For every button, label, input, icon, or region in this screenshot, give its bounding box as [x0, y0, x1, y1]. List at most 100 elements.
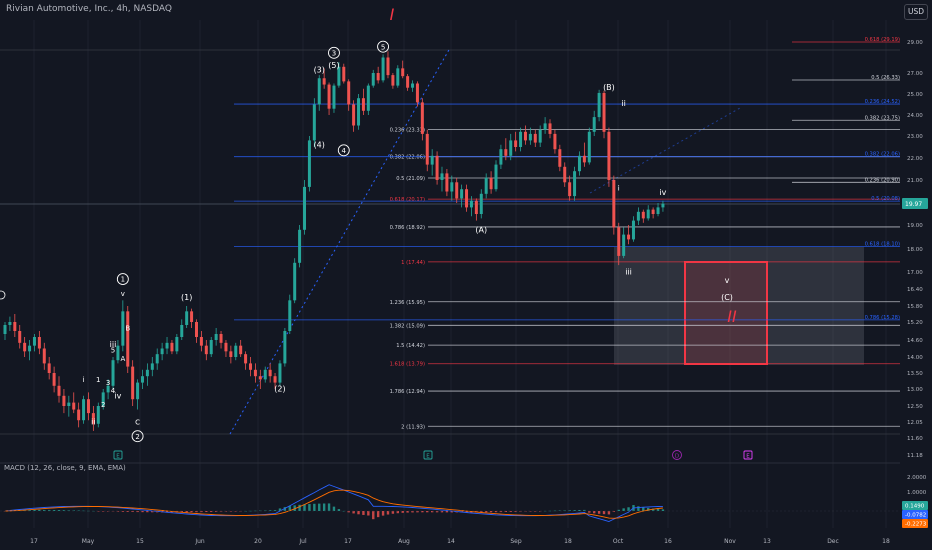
macd-histogram-bar	[342, 510, 345, 512]
candle-body	[494, 164, 498, 190]
currency-button[interactable]: USD	[904, 4, 928, 20]
candle-body	[273, 376, 277, 383]
macd-histogram-bar	[381, 511, 385, 516]
candle-body	[504, 149, 508, 156]
price-tick-label: 27.00	[907, 71, 923, 77]
macd-histogram-bar	[563, 510, 566, 511]
macd-histogram-bar	[401, 511, 404, 513]
macd-indicator-label[interactable]: MACD (12, 26, close, 9, EMA, EMA)	[4, 464, 126, 472]
wave-label: 4	[342, 147, 347, 155]
candle-body	[646, 209, 650, 219]
candle-body	[101, 392, 105, 406]
macd-histogram-bar	[278, 508, 282, 511]
candle-body	[415, 83, 419, 103]
macd-histogram-bar	[391, 511, 395, 514]
macd-histogram-bar	[57, 510, 61, 511]
macd-histogram-bar	[62, 510, 66, 511]
candle-body	[258, 376, 262, 380]
macd-histogram-bar	[322, 503, 326, 511]
candle-body	[352, 104, 356, 126]
price-tick-label: 29.00	[907, 40, 923, 46]
fib-level-label: 0.618 (29.19)	[865, 37, 900, 43]
wave-label: 4	[111, 387, 116, 395]
wave-label: ii	[621, 99, 625, 108]
candle-body	[661, 203, 665, 208]
macd-histogram-bar	[190, 511, 193, 513]
time-tick-label: Jul	[298, 538, 307, 545]
candle-body	[303, 186, 307, 230]
time-axis[interactable]: 17 May 15 Jun 20 Jul 17 Aug 14 Sep 18 Oct 16 Nov 13 Dec…	[30, 538, 890, 545]
macd-histogram-bar	[588, 511, 591, 513]
candle-body	[219, 334, 223, 343]
macd-histogram-bar	[426, 511, 429, 513]
candle-body	[523, 131, 527, 141]
projected-wave-label: (C)	[721, 293, 733, 302]
candle-body	[425, 133, 429, 165]
candle-body	[209, 340, 213, 355]
macd-histogram-bar	[362, 511, 365, 515]
wave-label: (5)	[328, 61, 339, 70]
fib-level-label: 1.382 (15.09)	[390, 323, 425, 329]
macd-histogram-bar	[102, 511, 105, 512]
wave-label: i	[618, 185, 620, 193]
candle-body	[317, 78, 321, 105]
candle-body	[32, 337, 36, 346]
wave-label: B	[125, 325, 130, 333]
event-marker-label: E	[426, 454, 430, 460]
candle-body	[263, 369, 267, 380]
candle-body	[327, 84, 331, 109]
candle-body	[175, 337, 179, 352]
candle-body	[47, 363, 51, 373]
wave-c-target-box	[684, 261, 768, 365]
candle-body	[283, 331, 287, 364]
candle-body	[366, 85, 370, 111]
wave-label: 5	[111, 346, 115, 354]
fib-level-label: 0.5 (21.09)	[396, 176, 425, 182]
candle-body	[62, 395, 66, 406]
macd-histogram-bar	[607, 511, 611, 515]
candle-body	[631, 220, 635, 240]
fib-level-label: 1.786 (12.94)	[390, 389, 425, 395]
macd-pane	[0, 484, 900, 522]
macd-histogram-bar	[229, 511, 233, 512]
candle-body	[636, 211, 640, 221]
macd-histogram-bar	[622, 508, 625, 511]
price-axis[interactable]: 29.0027.0025.0024.0023.0022.0021.0020.00…	[902, 40, 928, 528]
wave-label: C	[135, 419, 140, 427]
candle-body	[479, 193, 483, 214]
macd-histogram-bar	[396, 511, 399, 514]
macd-histogram-bar	[480, 511, 483, 513]
macd-histogram-bar	[72, 510, 75, 511]
price-tick-label: 23.00	[907, 134, 923, 140]
macd-histogram-bar	[298, 504, 301, 511]
macd-histogram-bar	[131, 511, 134, 512]
price-tick-label: 19.00	[907, 223, 923, 229]
candle-body	[288, 300, 292, 331]
candle-body	[607, 131, 611, 180]
candle-body	[361, 98, 365, 111]
candle-body	[165, 342, 169, 349]
candle-body	[396, 68, 400, 86]
macd-value-signal: -0.2273	[905, 522, 927, 528]
price-tick-label: 25.00	[907, 92, 923, 98]
candle-body	[342, 66, 346, 82]
fib-level-label: 0.5 (26.33)	[871, 75, 900, 81]
macd-histogram-bar	[416, 511, 419, 513]
macd-histogram-bar	[435, 511, 439, 513]
fib-level-label: 0.786 (18.92)	[390, 225, 425, 231]
time-tick-label: Jun	[194, 538, 205, 545]
candle-body	[23, 342, 27, 352]
macd-histogram-bar	[47, 509, 51, 511]
wave-label: iv	[659, 188, 666, 197]
macd-histogram-bar	[293, 505, 296, 511]
candle-body	[249, 363, 252, 370]
candle-body	[617, 227, 621, 256]
macd-histogram-bar	[386, 511, 390, 515]
wave-label: 3	[106, 379, 110, 387]
time-tick-label: 13	[763, 538, 771, 545]
last-price-badge	[902, 198, 928, 209]
time-tick-label: May	[82, 538, 95, 545]
candle-body	[592, 117, 596, 132]
candle-body	[77, 409, 81, 421]
